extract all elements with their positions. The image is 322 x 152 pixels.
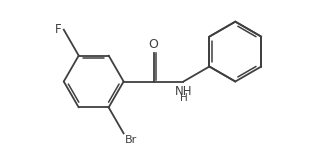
Text: F: F	[55, 23, 62, 36]
Text: Br: Br	[125, 135, 137, 145]
Text: NH: NH	[175, 85, 192, 98]
Text: O: O	[149, 38, 158, 51]
Text: H: H	[180, 93, 187, 103]
